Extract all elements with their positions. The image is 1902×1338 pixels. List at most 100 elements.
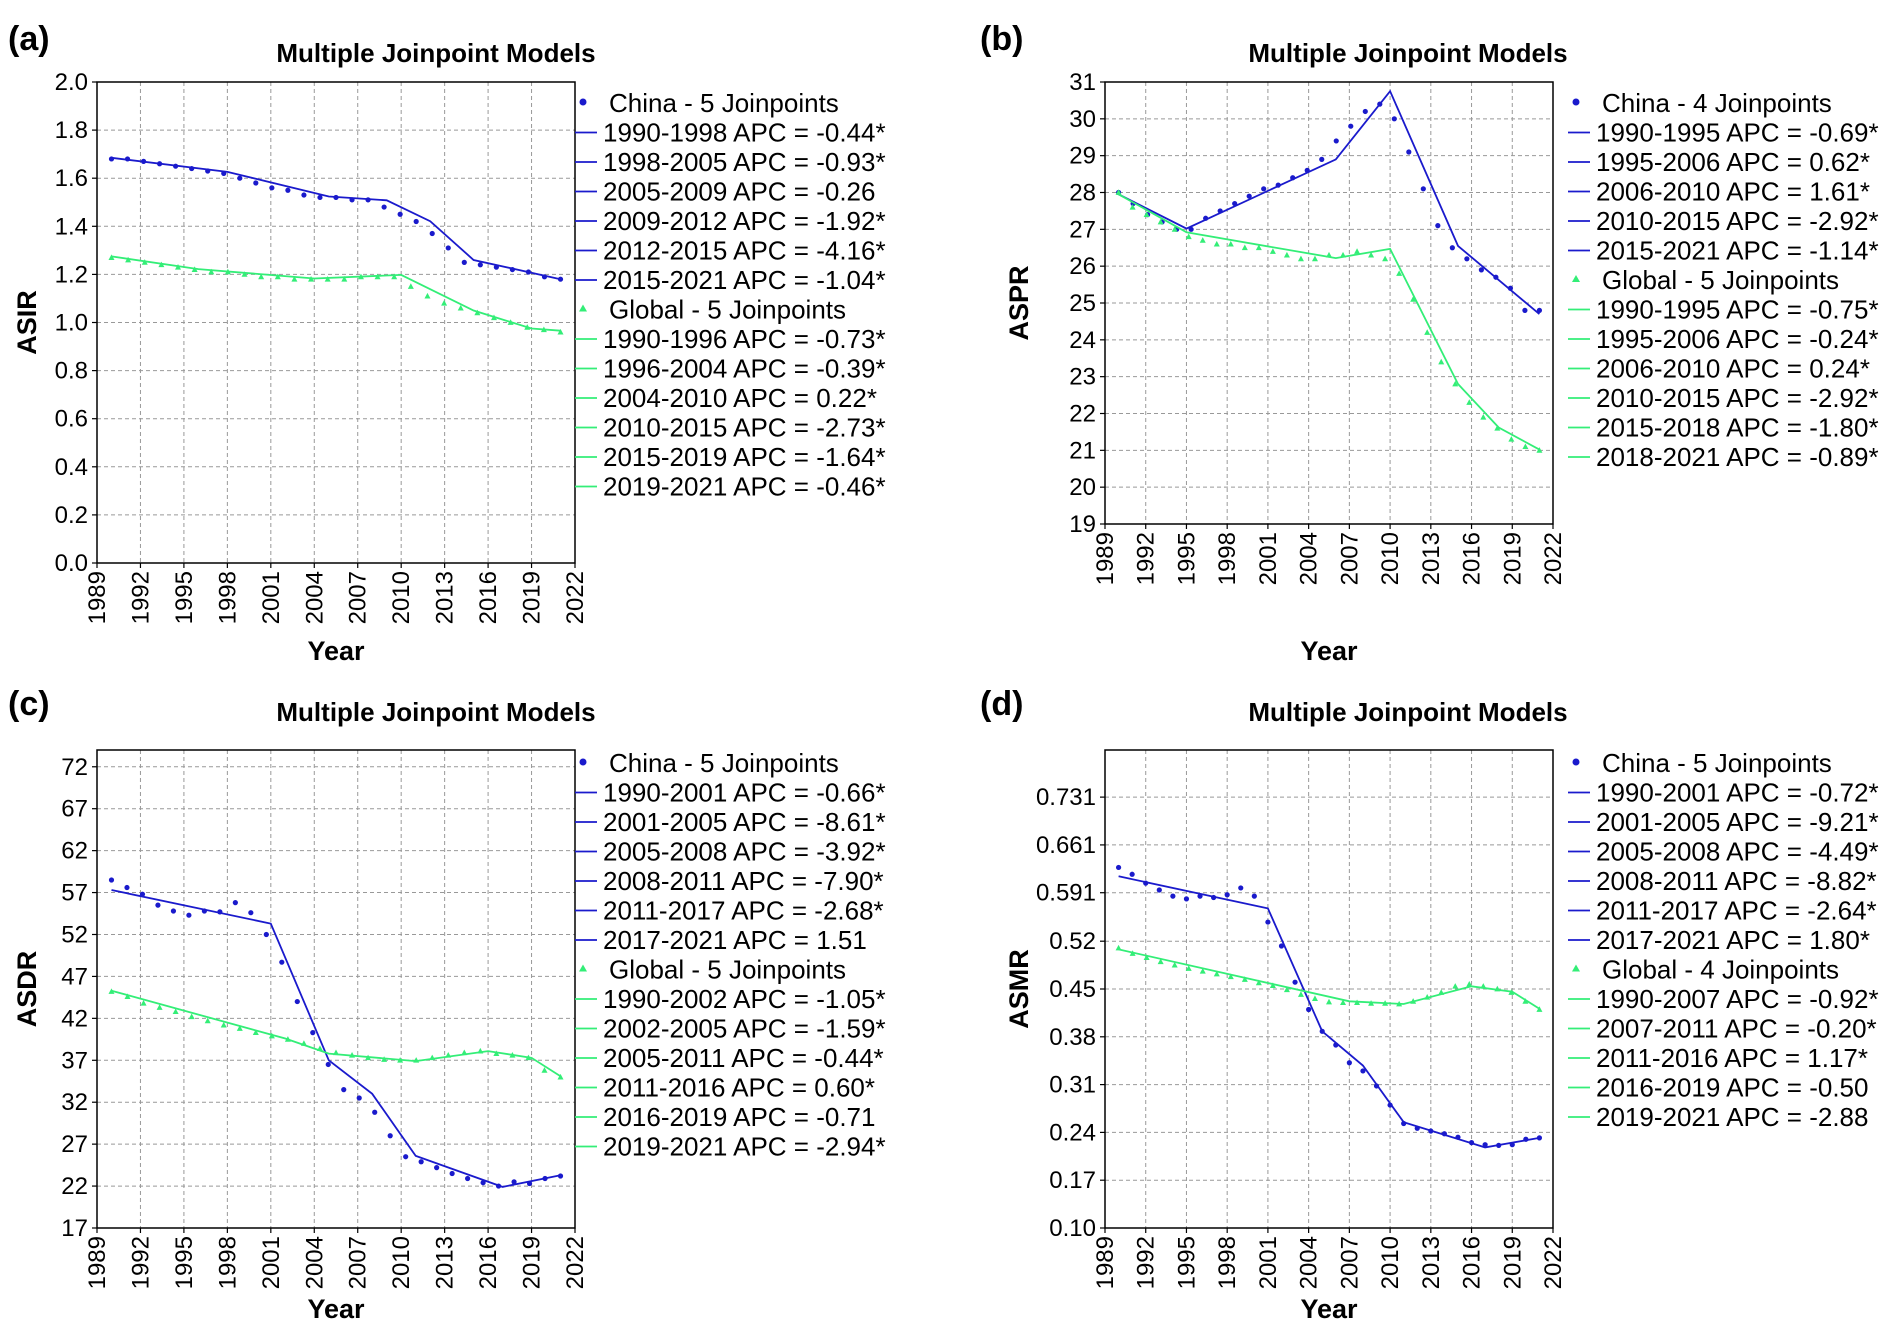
data-point xyxy=(141,259,148,265)
data-point xyxy=(1406,149,1412,155)
data-point xyxy=(1171,961,1178,968)
legend-segment: 1998-2005 APC = -0.93* xyxy=(603,147,886,177)
series-china xyxy=(1115,864,1543,1149)
data-point xyxy=(1115,944,1122,951)
y-tick-label: 42 xyxy=(61,1005,88,1032)
data-point xyxy=(542,1175,548,1182)
data-point xyxy=(1387,1102,1393,1108)
legend-segment: 1995-2006 APC = -0.24* xyxy=(1596,324,1879,354)
data-point xyxy=(1362,108,1368,115)
x-tick-label: 2019 xyxy=(519,1236,546,1289)
data-point xyxy=(310,1030,316,1036)
data-point xyxy=(253,180,259,186)
y-tick-label: 24 xyxy=(1069,327,1096,354)
series-china xyxy=(1115,89,1543,315)
data-point xyxy=(274,273,281,280)
y-axis-label: ASPR xyxy=(1004,265,1034,340)
x-tick-label: 2016 xyxy=(1459,1236,1486,1289)
y-tick-label: 22 xyxy=(61,1173,88,1200)
data-point xyxy=(1157,958,1164,965)
data-point xyxy=(308,276,315,282)
data-point xyxy=(557,1173,564,1179)
series-china xyxy=(108,877,564,1189)
data-point xyxy=(397,1057,404,1063)
y-tick-label: 20 xyxy=(1069,474,1096,501)
data-point xyxy=(1424,329,1431,335)
x-tick-label: 1998 xyxy=(1214,532,1241,585)
data-point xyxy=(188,1013,195,1020)
data-point xyxy=(1199,237,1206,243)
y-tick-label: 47 xyxy=(61,963,88,990)
data-point xyxy=(1143,880,1149,886)
legend-segment: 2006-2010 APC = 0.24* xyxy=(1596,354,1870,384)
data-point xyxy=(1238,885,1244,891)
x-tick-label: 1992 xyxy=(127,1236,154,1289)
data-point xyxy=(1217,208,1223,214)
fit-line xyxy=(111,156,561,281)
data-point xyxy=(413,1057,420,1063)
data-point xyxy=(1283,251,1290,258)
legend-series-name: Global - 5 Joinpoints xyxy=(1602,265,1839,295)
legend-segment: 2006-2010 APC = 1.61* xyxy=(1596,177,1870,207)
data-point xyxy=(1522,307,1528,313)
data-point xyxy=(1183,896,1190,902)
data-point xyxy=(1464,256,1470,262)
x-tick-label: 2001 xyxy=(1255,1236,1282,1289)
y-tick-label: 62 xyxy=(61,838,88,865)
data-point xyxy=(1396,270,1403,276)
data-point xyxy=(1480,983,1487,989)
y-tick-label: 0.731 xyxy=(1036,784,1096,811)
data-point xyxy=(1185,233,1192,240)
data-point xyxy=(217,909,223,915)
y-tick-label: 0.6 xyxy=(55,406,88,433)
data-point xyxy=(252,1029,259,1036)
y-tick-label: 22 xyxy=(1069,401,1096,428)
x-tick-label: 1998 xyxy=(214,571,241,624)
legend-segment: 2009-2012 APC = -1.92* xyxy=(603,206,886,236)
data-point xyxy=(356,1095,362,1101)
data-point xyxy=(1496,1142,1502,1148)
data-point xyxy=(1522,998,1529,1004)
x-tick-label: 2004 xyxy=(301,571,328,624)
data-point xyxy=(1251,893,1257,899)
data-point xyxy=(1255,979,1262,986)
legend-segment: 2019-2021 APC = -2.88 xyxy=(1596,1102,1868,1132)
chart-title: Multiple Joinpoint Models xyxy=(1248,697,1567,727)
x-tick-label: 2016 xyxy=(475,1236,502,1289)
data-point xyxy=(1246,193,1252,199)
y-tick-label: 27 xyxy=(61,1131,88,1158)
x-tick-label: 1995 xyxy=(171,571,198,624)
data-point xyxy=(1143,211,1150,217)
data-point xyxy=(480,1180,486,1186)
data-point xyxy=(108,877,115,883)
data-point xyxy=(1435,223,1441,229)
data-point xyxy=(205,168,211,174)
data-point xyxy=(1509,1142,1515,1148)
legend-segment: 1995-2006 APC = 0.62* xyxy=(1596,147,1870,177)
data-point xyxy=(158,261,165,268)
series-china xyxy=(108,156,564,282)
y-tick-label: 0.0 xyxy=(55,550,88,577)
data-point xyxy=(429,230,435,237)
data-point xyxy=(1203,215,1209,221)
data-point xyxy=(1360,1068,1366,1074)
data-point xyxy=(241,271,248,277)
data-point xyxy=(509,1052,516,1058)
legend-segment: 1990-1998 APC = -0.44* xyxy=(603,118,886,148)
legend-segment: 2015-2021 APC = -1.04* xyxy=(603,265,886,295)
data-point xyxy=(540,326,547,333)
y-tick-label: 1.0 xyxy=(55,310,88,337)
data-point xyxy=(220,1021,227,1028)
data-point xyxy=(1283,986,1290,993)
data-point xyxy=(357,273,364,280)
data-point xyxy=(269,185,275,191)
x-tick-label: 1989 xyxy=(1092,532,1119,585)
series-global xyxy=(108,988,564,1080)
legend-marker xyxy=(579,304,587,312)
data-point xyxy=(125,256,132,263)
legend-segment: 2005-2008 APC = -3.92* xyxy=(603,837,886,867)
y-tick-label: 17 xyxy=(61,1215,88,1242)
data-point xyxy=(1508,436,1515,442)
x-axis-label: Year xyxy=(307,636,365,666)
